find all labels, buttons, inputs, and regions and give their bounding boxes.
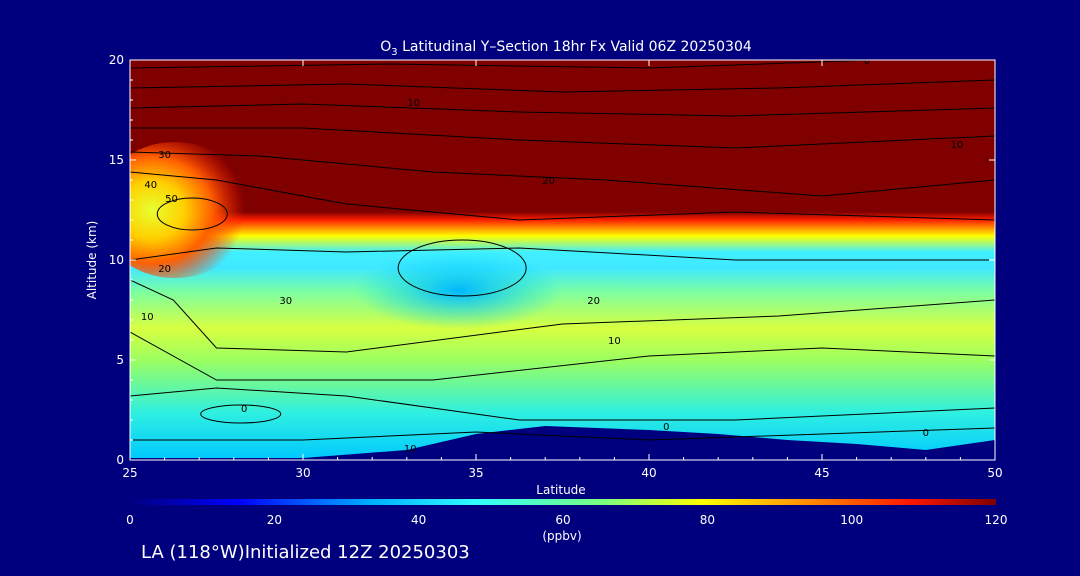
ozone-plume xyxy=(130,142,253,278)
contour-line xyxy=(130,279,995,353)
contour-label: 40 xyxy=(144,180,157,191)
contour-line xyxy=(200,404,282,424)
contour-label: 20 xyxy=(158,264,171,275)
contour-label: 10 xyxy=(141,312,154,323)
colorbar-ticks: 0 20 40 60 80 100 120 xyxy=(126,513,1007,527)
contour-label: 0 xyxy=(241,404,247,415)
contour-line xyxy=(130,427,995,441)
y-axis-label: Altitude (km) xyxy=(85,221,99,300)
contour-label: 30 xyxy=(158,150,171,161)
contour-line xyxy=(130,151,995,197)
y-tick-label: 20 xyxy=(109,53,124,67)
contour-line xyxy=(130,331,995,381)
contour-label: 20 xyxy=(542,176,555,187)
colorbar-tick-label: 100 xyxy=(840,513,863,527)
colorbar-tick-label: 20 xyxy=(267,513,282,527)
contour-label: 50 xyxy=(165,194,178,205)
contour-label: 10 xyxy=(404,444,417,455)
colorbar-label: (ppbv) xyxy=(542,529,581,543)
colorbar-tick-label: 0 xyxy=(126,513,134,527)
colorbar-tick-label: 120 xyxy=(985,513,1008,527)
contour-label: 0 xyxy=(923,428,929,439)
y-tick-label: 5 xyxy=(116,353,124,367)
contour-line xyxy=(130,79,995,93)
contour-label: 10 xyxy=(608,336,621,347)
contour-label: 20 xyxy=(587,296,600,307)
x-tick-label: 50 xyxy=(987,466,1002,480)
x-axis-label: Latitude xyxy=(536,483,585,497)
chart-title: O3 Latitudinal Y–Section 18hr Fx Valid 0… xyxy=(380,39,752,58)
x-tick-label: 45 xyxy=(814,466,829,480)
colorbar xyxy=(130,499,996,505)
contour-label: 10 xyxy=(951,140,964,151)
contour-line xyxy=(130,60,874,69)
y-tick-label: 0 xyxy=(116,453,124,467)
footer-info: LA (118°W)Initialized 12Z 20250303 xyxy=(141,542,470,563)
x-tick-label: 35 xyxy=(468,466,483,480)
contour-lines xyxy=(130,60,995,441)
contour-label: 10 xyxy=(407,98,420,109)
contour-label: 30 xyxy=(279,296,292,307)
contour-label: 0 xyxy=(864,56,870,67)
contour-line xyxy=(130,127,995,149)
contour-line xyxy=(156,197,228,231)
y-axis: 0 5 10 15 20 xyxy=(109,53,995,467)
colorbar-tick-label: 60 xyxy=(555,513,570,527)
contour-label: 0 xyxy=(663,422,669,433)
contour-line xyxy=(130,247,995,261)
x-tick-label: 30 xyxy=(295,466,310,480)
contour-line xyxy=(397,239,527,297)
init-time-label: Initialized 12Z 20250303 xyxy=(244,542,470,563)
colorbar-tick-label: 80 xyxy=(700,513,715,527)
plot-area: 0 10 10 30 20 40 50 20 30 10 20 10 0 10 0 0 xyxy=(130,56,995,460)
low-ozone-region xyxy=(354,250,563,330)
location-label: LA (118°W) xyxy=(141,542,245,563)
contour-line xyxy=(130,103,995,117)
x-tick-label: 25 xyxy=(122,466,137,480)
terrain-mask xyxy=(130,426,995,460)
contour-line xyxy=(130,387,995,421)
contour-labels: 0 10 10 30 20 40 50 20 30 10 20 10 0 10 0 0 xyxy=(141,56,964,455)
x-tick-label: 40 xyxy=(641,466,656,480)
x-axis: 25 30 35 40 45 50 xyxy=(122,60,1003,480)
y-tick-label: 10 xyxy=(109,253,124,267)
colorbar-tick-label: 40 xyxy=(411,513,426,527)
contour-line xyxy=(130,171,995,221)
y-tick-label: 15 xyxy=(109,153,124,167)
